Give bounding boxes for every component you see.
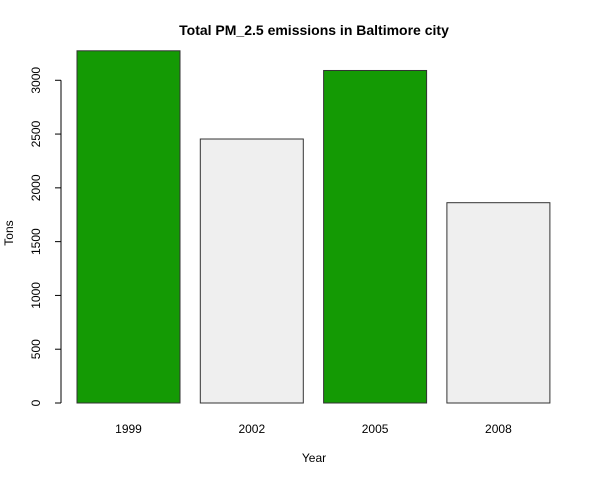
bar-2002 [199,138,304,404]
y-tick-label: 0 [29,399,43,406]
bar-1999 [76,50,181,404]
y-tick-label: 1500 [29,228,43,255]
x-tick-label: 1999 [115,422,142,436]
y-axis-title: Tons [2,220,16,245]
x-axis-labels: 1999 2002 2005 2008 [115,422,512,436]
y-tick-label: 3000 [29,67,43,94]
y-axis: 0 500 1000 1500 2000 2500 3000 [29,67,62,406]
y-tick-label: 2000 [29,174,43,201]
y-tick-label: 2500 [29,120,43,147]
x-tick-label: 2008 [485,422,512,436]
chart-title: Total PM_2.5 emissions in Baltimore city [179,22,449,38]
bars [76,50,551,404]
x-tick-label: 2005 [362,422,389,436]
x-tick-label: 2002 [238,422,265,436]
bar-2005 [323,69,428,404]
y-tick-label: 1000 [29,282,43,309]
x-axis-title: Year [302,451,326,465]
y-tick-label: 500 [29,339,43,359]
bar-2008 [446,202,551,404]
